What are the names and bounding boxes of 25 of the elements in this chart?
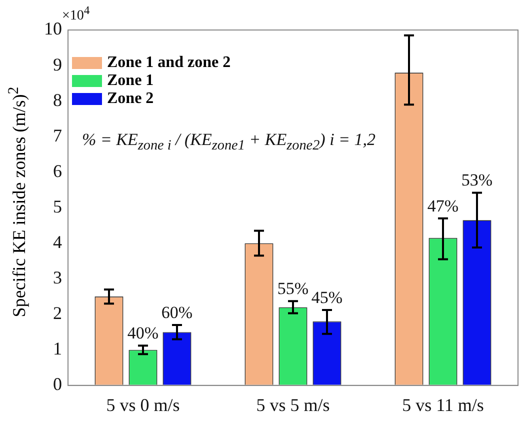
y-tick-label: 4 — [53, 232, 62, 252]
text: ×10$^{4}$ — [62, 4, 90, 25]
annotation: 40% — [127, 324, 159, 343]
y-tick-label: 6 — [53, 160, 62, 181]
x-tick-label: 5 vs 11 m/s — [402, 394, 484, 415]
y-tick-label: 1 — [53, 338, 62, 359]
annotation: 53% — [461, 170, 493, 190]
y-tick-label: 3 — [53, 268, 62, 288]
annotation: 55% — [277, 279, 309, 298]
annotation: 45% — [311, 288, 343, 308]
x-tick-label: 5 vs 5 m/s — [256, 394, 330, 415]
y-tick-label: 7 — [53, 125, 62, 146]
y-tick-label: 0 — [53, 374, 62, 394]
y-tick-label: 9 — [53, 54, 62, 74]
legend-label: Zone 1 — [107, 72, 154, 90]
legend-label: Zone 1 and zone 2 — [107, 54, 231, 72]
y-tick-label: 2 — [53, 303, 62, 324]
y-tick-label: 10 — [44, 18, 62, 39]
y-tick-label: 5 — [53, 196, 62, 216]
annotation: 60% — [161, 302, 193, 322]
y-tick-label: 8 — [53, 90, 62, 110]
x-tick-label: 5 vs 0 m/s — [106, 394, 180, 415]
legend-label: Zone 2 — [107, 90, 154, 108]
annotation: % = KE$_{zone i}$ / (KE$_{zone1}$ + KE$_{zone2}$) i = 1,2 — [82, 130, 376, 154]
annotation: 47% — [427, 196, 459, 216]
